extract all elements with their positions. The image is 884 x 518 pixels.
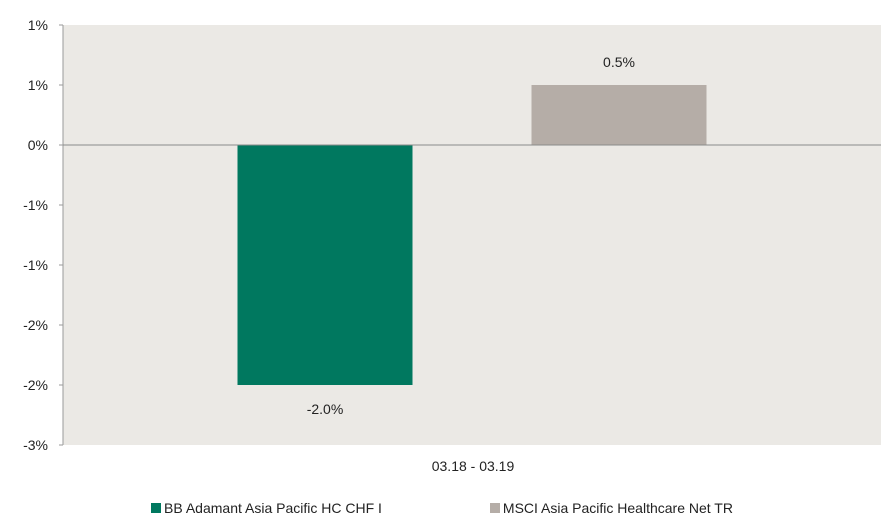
bar-value-label-series-0: -2.0% bbox=[307, 401, 344, 417]
y-tick-label: -1% bbox=[23, 257, 48, 273]
y-tick-label: 1% bbox=[28, 17, 48, 33]
plot-area bbox=[63, 25, 881, 445]
legend-item-series-1: MSCI Asia Pacific Healthcare Net TR bbox=[489, 500, 733, 516]
y-tick-label: -3% bbox=[23, 437, 48, 453]
y-tick-label: 0% bbox=[28, 137, 48, 153]
x-axis-ticks: 03.18 - 03.19 bbox=[432, 458, 515, 474]
y-tick-label: 1% bbox=[28, 77, 48, 93]
y-tick-label: -2% bbox=[23, 377, 48, 393]
legend-label: MSCI Asia Pacific Healthcare Net TR bbox=[502, 500, 733, 516]
data-labels: -2.0% 0.5% bbox=[307, 54, 635, 417]
y-axis-ticks: 1% 1% 0% -1% -1% -2% -2% -3% bbox=[23, 17, 63, 453]
bar-series-0 bbox=[237, 145, 413, 385]
y-tick-label: -2% bbox=[23, 317, 48, 333]
y-tick-label: -1% bbox=[23, 197, 48, 213]
bars bbox=[237, 85, 707, 385]
legend-swatch bbox=[489, 503, 500, 513]
legend-item-series-0: BB Adamant Asia Pacific HC CHF I bbox=[151, 500, 382, 516]
x-tick-label: 03.18 - 03.19 bbox=[432, 458, 515, 474]
legend-swatch bbox=[151, 503, 162, 513]
legend-label: BB Adamant Asia Pacific HC CHF I bbox=[164, 500, 382, 516]
legend: BB Adamant Asia Pacific HC CHF I MSCI Asi… bbox=[0, 498, 884, 518]
bar-series-1 bbox=[531, 85, 707, 145]
bar-value-label-series-1: 0.5% bbox=[603, 54, 635, 70]
